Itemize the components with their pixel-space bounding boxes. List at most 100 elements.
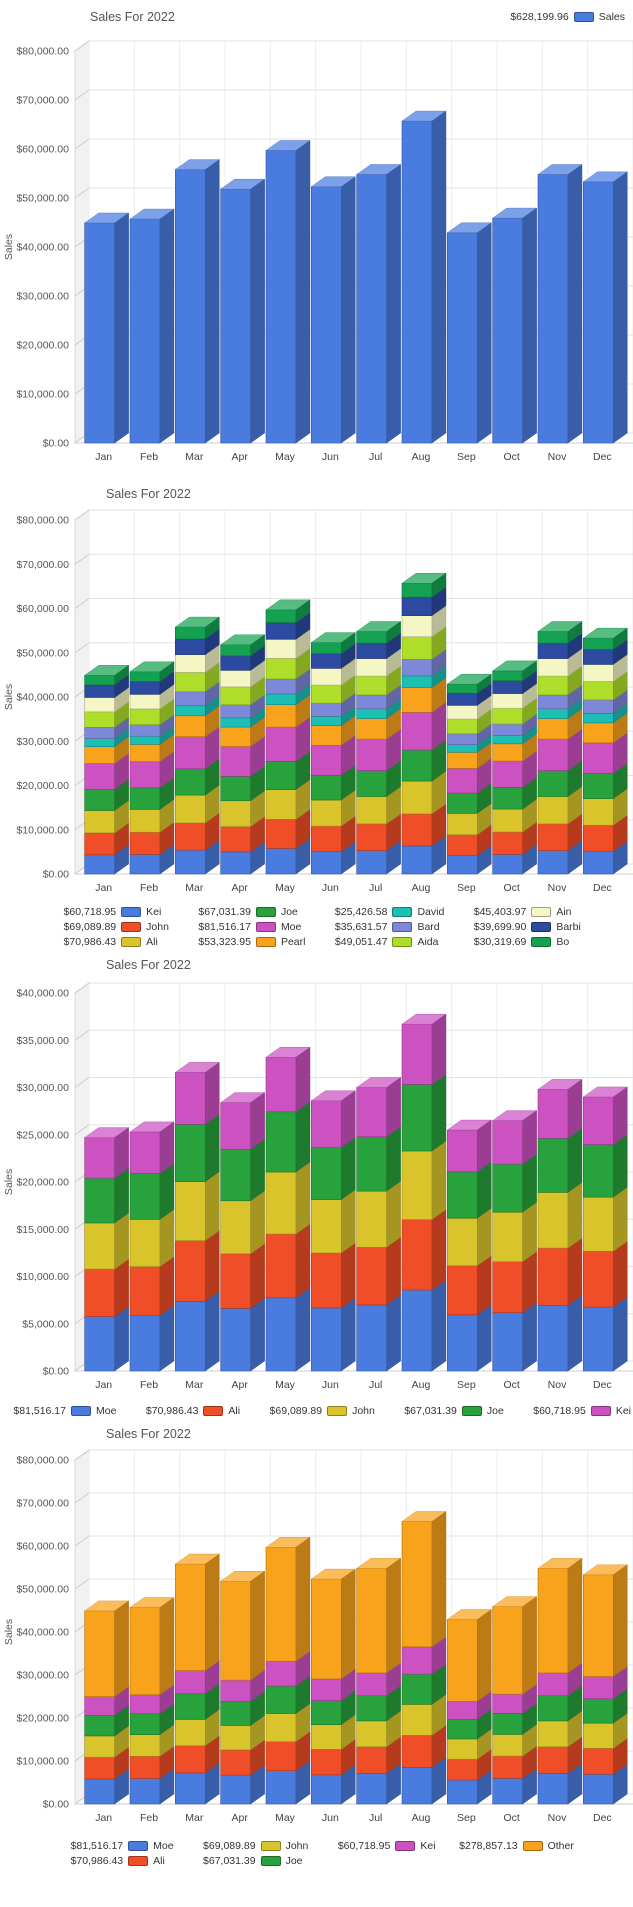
- legend-swatch-bard: [392, 922, 413, 932]
- legend-value: $81,516.17: [70, 1840, 124, 1852]
- svg-text:Jun: Jun: [322, 451, 339, 463]
- bar-chart-canvas: $0.00 $10,000.00 $20,000.00 $30,000.00 $40,0…: [3, 40, 633, 463]
- svg-text:Sales: Sales: [3, 684, 15, 710]
- legend-item-moe: $81,516.17 Moe: [2, 1405, 116, 1417]
- svg-text:Dec: Dec: [593, 1379, 612, 1391]
- legend-swatch-ali: [203, 1406, 224, 1416]
- svg-text:$80,000.00: $80,000.00: [16, 1455, 69, 1467]
- legend-name: Joe: [280, 906, 298, 918]
- svg-text:Sep: Sep: [457, 1812, 476, 1824]
- legend-value: $67,031.39: [203, 1855, 256, 1867]
- svg-text:$40,000.00: $40,000.00: [16, 988, 69, 1000]
- svg-text:$30,000.00: $30,000.00: [16, 736, 69, 748]
- legend-name: John: [285, 1840, 309, 1852]
- legend-name: Joe: [486, 1405, 504, 1417]
- svg-text:$25,000.00: $25,000.00: [16, 1129, 69, 1141]
- svg-text:$0.00: $0.00: [43, 1799, 69, 1811]
- legend-name: Kei: [615, 1405, 631, 1417]
- svg-text:Aug: Aug: [412, 882, 431, 894]
- legend-value: $25,426.58: [334, 906, 388, 918]
- legend-item-john: $69,089.89 John: [258, 1405, 375, 1417]
- legend-value: $45,403.97: [473, 906, 527, 918]
- legend-swatch-joe: [461, 1406, 482, 1416]
- svg-text:Apr: Apr: [231, 1379, 248, 1391]
- svg-text:May: May: [275, 451, 296, 463]
- legend-value: $35,631.57: [334, 921, 388, 933]
- legend-name: Ali: [228, 1405, 241, 1417]
- svg-text:$40,000.00: $40,000.00: [16, 242, 69, 254]
- legend-swatch-ali: [121, 937, 142, 947]
- svg-text:$60,000.00: $60,000.00: [16, 603, 69, 615]
- legend-name: Joe: [285, 1855, 303, 1867]
- svg-text:$50,000.00: $50,000.00: [16, 647, 69, 659]
- svg-text:Feb: Feb: [140, 1379, 158, 1391]
- svg-text:Apr: Apr: [231, 1812, 248, 1824]
- svg-text:Jan: Jan: [95, 882, 112, 894]
- legend-item-aida: $49,051.47 Aida: [323, 936, 444, 948]
- legend-swatch-pearl: [255, 937, 276, 947]
- svg-text:Dec: Dec: [593, 882, 612, 894]
- legend-swatch-joe: [255, 907, 276, 917]
- legend-item-joe: $67,031.39 Joe: [187, 906, 306, 918]
- legend-item-kei: $60,718.95 Kei: [522, 1405, 631, 1417]
- legend-name: Bard: [417, 921, 440, 933]
- svg-text:Sep: Sep: [457, 1379, 476, 1391]
- svg-text:$20,000.00: $20,000.00: [16, 340, 69, 352]
- legend-value: $69,089.89: [63, 921, 117, 933]
- svg-text:$50,000.00: $50,000.00: [16, 1584, 69, 1596]
- legend-name: Moe: [95, 1405, 117, 1417]
- svg-text:$10,000.00: $10,000.00: [16, 1756, 69, 1768]
- legend-name: Ali: [153, 1855, 165, 1867]
- svg-text:Sales: Sales: [3, 1619, 15, 1645]
- svg-text:Nov: Nov: [548, 1812, 567, 1824]
- legend-name: John: [352, 1405, 375, 1417]
- legend-item-kei: $60,718.95 Kei: [52, 906, 169, 918]
- chart-title: Sales For 2022: [90, 10, 175, 24]
- legend-item-joe: $67,031.39 Joe: [192, 1855, 309, 1867]
- legend-value: $60,718.95: [63, 906, 117, 918]
- svg-text:$15,000.00: $15,000.00: [16, 1224, 69, 1236]
- legend-value: $278,857.13: [459, 1840, 518, 1852]
- chart-total-sales: Sales For 2022 $628,199.96 Sales $0.00 $1…: [0, 0, 633, 477]
- chart-stacked-top5: Sales For 2022 $0.00 $5,000.00 $10,000.00 $…: [0, 948, 633, 1417]
- stacked-bar-chart-canvas: $0.00 $10,000.00 $20,000.00 $30,000.00 $40,0…: [3, 509, 633, 894]
- legend-value: $39,699.90: [473, 921, 527, 933]
- svg-text:Aug: Aug: [412, 451, 431, 463]
- legend-name: Moe: [153, 1840, 174, 1852]
- svg-text:Jun: Jun: [322, 1812, 339, 1824]
- legend-swatch-kei: [121, 907, 142, 917]
- svg-text:Nov: Nov: [548, 1379, 567, 1391]
- svg-text:Jul: Jul: [369, 1379, 382, 1391]
- legend-item-john: $69,089.89 John: [192, 1840, 309, 1852]
- legend-value: $53,323.95: [198, 936, 251, 948]
- svg-text:$10,000.00: $10,000.00: [16, 824, 69, 836]
- legend-name: David: [417, 906, 445, 918]
- svg-text:Mar: Mar: [185, 1812, 204, 1824]
- legend-value: $70,986.43: [70, 1855, 124, 1867]
- legend-swatch-ain: [531, 907, 552, 917]
- chart-legend: $81,516.17 Moe $70,986.43 Ali $69,089.89 John…: [0, 1405, 633, 1417]
- legend-item-other: $278,857.13 Other: [454, 1840, 574, 1852]
- svg-text:Jan: Jan: [95, 1812, 112, 1824]
- stacked-bar-chart-canvas: $0.00 $5,000.00 $10,000.00 $15,000.00 $20,00…: [3, 982, 633, 1391]
- legend-item-ain: $45,403.97 Ain: [462, 906, 581, 918]
- svg-text:$30,000.00: $30,000.00: [16, 291, 69, 303]
- legend-swatch-john: [327, 1406, 348, 1416]
- stacked-bar-chart-canvas: $0.00 $10,000.00 $20,000.00 $30,000.00 $40,0…: [3, 1449, 633, 1824]
- svg-text:Apr: Apr: [231, 882, 248, 894]
- legend-value: $60,718.95: [533, 1405, 586, 1417]
- legend-swatch-barbi: [531, 922, 552, 932]
- legend-name: John: [146, 921, 169, 933]
- svg-text:May: May: [275, 882, 296, 894]
- legend-value: $81,516.17: [198, 921, 251, 933]
- svg-text:Jun: Jun: [322, 882, 339, 894]
- legend-name: Kei: [420, 1840, 436, 1852]
- legend-name: Barbi: [556, 921, 581, 933]
- legend-value: $628,199.96: [510, 11, 569, 23]
- legend-swatch-moe: [255, 922, 276, 932]
- legend-name: Ain: [556, 906, 572, 918]
- svg-text:$80,000.00: $80,000.00: [16, 46, 69, 58]
- svg-text:Mar: Mar: [185, 882, 204, 894]
- svg-text:$10,000.00: $10,000.00: [16, 389, 69, 401]
- svg-text:$70,000.00: $70,000.00: [16, 1498, 69, 1510]
